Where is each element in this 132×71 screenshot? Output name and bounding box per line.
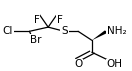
Text: Br: Br <box>30 35 41 45</box>
Text: NH₂: NH₂ <box>107 26 126 36</box>
Text: O: O <box>74 59 82 69</box>
Polygon shape <box>92 31 109 40</box>
Text: S: S <box>61 26 68 36</box>
Text: OH: OH <box>107 59 123 69</box>
Text: Cl: Cl <box>3 26 13 36</box>
Text: F: F <box>34 15 39 25</box>
Text: F: F <box>57 15 63 25</box>
